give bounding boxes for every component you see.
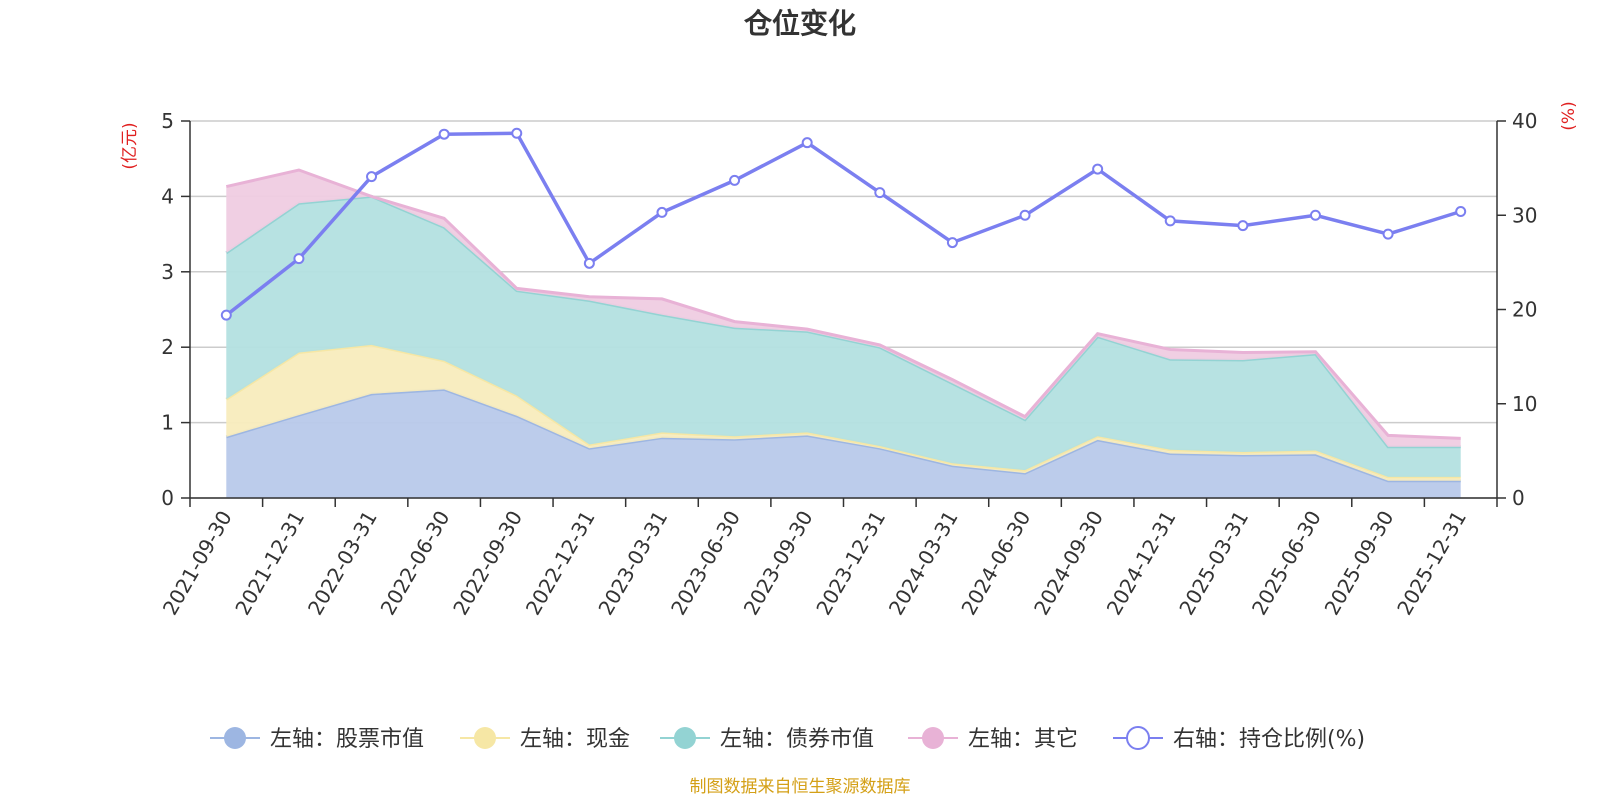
ratio-point[interactable]: [729, 174, 741, 186]
x-tick-label: 2023-12-31: [811, 507, 890, 620]
right-tick-label: 30: [1512, 203, 1537, 227]
ratio-point[interactable]: [1309, 209, 1321, 221]
right-tick-label: 20: [1512, 298, 1537, 322]
left-tick-label: 0: [161, 486, 174, 510]
legend-item-2[interactable]: 左轴：债券市值: [660, 727, 874, 752]
legend-item-3[interactable]: 左轴：其它: [908, 727, 1078, 752]
x-tick-label: 2022-09-30: [448, 507, 527, 620]
area-edge-series-3: [225, 168, 1461, 440]
right-tick-label: 10: [1512, 392, 1537, 416]
ratio-point[interactable]: [1455, 205, 1467, 217]
left-axis-unit: (亿元): [120, 122, 140, 169]
legend-swatch-marker: [1126, 726, 1150, 750]
x-tick-label: 2024-03-31: [884, 507, 963, 620]
area-series-0: [226, 389, 1461, 498]
x-tick-label: 2023-03-31: [593, 507, 672, 620]
x-tick-label: 2022-12-31: [521, 507, 600, 620]
x-tick-label: 2023-06-30: [666, 507, 745, 620]
left-tick-label: 1: [161, 411, 174, 435]
x-tick-label: 2022-06-30: [376, 507, 455, 620]
ratio-point[interactable]: [1164, 215, 1176, 227]
legend-swatch-marker: [922, 727, 944, 749]
ratio-point[interactable]: [801, 137, 813, 149]
ratio-point[interactable]: [1092, 163, 1104, 175]
ratio-point[interactable]: [366, 171, 378, 183]
left-tick-label: 5: [161, 109, 174, 133]
legend-label: 左轴：其它: [968, 727, 1078, 752]
ratio-point[interactable]: [946, 237, 958, 249]
x-tick-label: 2025-03-31: [1174, 507, 1253, 620]
ratio-point[interactable]: [583, 257, 595, 269]
x-tick-label: 2021-12-31: [230, 507, 309, 620]
ratio-point[interactable]: [293, 253, 305, 265]
ratio-point[interactable]: [438, 128, 450, 140]
position-ratio-line: [220, 127, 1467, 321]
chart-title: 仓位变化: [744, 7, 856, 40]
data-source-note: 制图数据来自恒生聚源数据库: [690, 777, 911, 797]
stacked-areas: [225, 168, 1461, 498]
left-tick-label: 3: [161, 260, 174, 284]
x-tick-label: 2024-12-31: [1102, 507, 1181, 620]
ratio-point[interactable]: [1382, 228, 1394, 240]
x-tick-label: 2025-12-31: [1392, 507, 1471, 620]
ratio-point[interactable]: [220, 309, 232, 321]
ratio-point[interactable]: [874, 187, 886, 199]
x-tick-label: 2024-09-30: [1029, 507, 1108, 620]
legend-label: 右轴：持仓比例(%): [1173, 727, 1365, 752]
left-tick-label: 2: [161, 335, 174, 359]
left-tick-label: 4: [161, 184, 174, 208]
area-series-3: [226, 170, 1461, 447]
legend[interactable]: 左轴：股票市值 左轴：现金 左轴：债券市值 左轴：其它 右轴：持仓比例(%): [210, 726, 1365, 752]
legend-swatch-marker: [474, 727, 496, 749]
right-tick-label: 0: [1512, 486, 1525, 510]
x-tick-label: 2025-09-30: [1320, 507, 1399, 620]
x-tick-label: 2021-09-30: [158, 507, 237, 620]
right-axis-unit: (%): [1559, 101, 1579, 130]
x-tick-label: 2024-06-30: [956, 507, 1035, 620]
legend-swatch-marker: [674, 727, 696, 749]
ratio-line-path: [225, 131, 1462, 317]
x-tick-label: 2022-03-31: [303, 507, 382, 620]
ratio-point[interactable]: [656, 206, 668, 218]
legend-label: 左轴：现金: [520, 727, 630, 752]
legend-item-1[interactable]: 左轴：现金: [460, 727, 630, 752]
legend-swatch-marker: [224, 727, 246, 749]
x-tick-label: 2025-06-30: [1247, 507, 1326, 620]
x-tick-label: 2023-09-30: [739, 507, 818, 620]
ratio-point[interactable]: [1237, 220, 1249, 232]
legend-label: 左轴：债券市值: [720, 727, 874, 752]
legend-item-4[interactable]: 右轴：持仓比例(%): [1113, 726, 1365, 752]
ratio-point[interactable]: [1019, 209, 1031, 221]
right-tick-label: 40: [1512, 109, 1537, 133]
area-series-2: [226, 196, 1461, 477]
ratio-point[interactable]: [511, 127, 523, 139]
legend-label: 左轴：股票市值: [270, 727, 424, 752]
legend-item-0[interactable]: 左轴：股票市值: [210, 727, 424, 752]
